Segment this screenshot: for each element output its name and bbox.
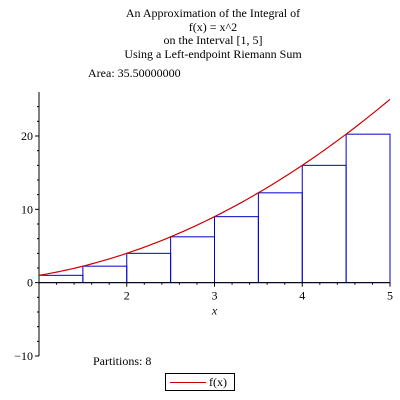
x-tick-label-5: 5 xyxy=(387,289,393,303)
riemann-rectangles xyxy=(38,133,391,284)
riemann-rect-6 xyxy=(257,192,303,284)
title-line-1: An Approximation of the Integral of xyxy=(125,6,301,20)
legend: f(x) xyxy=(165,373,235,391)
legend-line-swatch xyxy=(170,382,206,383)
x-axis-label: x xyxy=(211,304,218,318)
curve-layer xyxy=(38,98,391,276)
riemann-rect-2 xyxy=(82,265,128,284)
partitions-label: Partitions: 8 xyxy=(93,354,152,368)
x-tick-label-3: 3 xyxy=(212,289,218,303)
legend-label: f(x) xyxy=(209,375,227,389)
area-label: Area: 35.50000000 xyxy=(88,66,181,80)
title-line-3: on the Interval [1, 5] xyxy=(163,33,263,47)
y-tick-label--10: −10 xyxy=(14,349,33,363)
y-tick-label-20: 20 xyxy=(21,129,33,143)
x-tick-label-4: 4 xyxy=(299,289,305,303)
y-tick-label-10: 10 xyxy=(21,202,33,216)
axes: 2 3 4 5 −10 0 10 20 x xyxy=(14,92,393,363)
chart-title: An Approximation of the Integral of f(x)… xyxy=(70,6,356,61)
riemann-rect-4 xyxy=(170,236,215,284)
riemann-rect-5 xyxy=(214,216,259,284)
y-tick-label-0: 0 xyxy=(27,276,33,290)
x-tick-label-2: 2 xyxy=(124,289,130,303)
riemann-rect-8 xyxy=(345,133,391,284)
title-line-4: Using a Left-endpoint Riemann Sum xyxy=(124,46,302,61)
title-line-2: f(x) = x^2 xyxy=(188,19,238,34)
riemann-rect-7 xyxy=(301,164,347,284)
riemann-rect-3 xyxy=(126,252,172,284)
riemann-rect-1 xyxy=(38,274,84,284)
function-curve-line xyxy=(38,98,391,276)
